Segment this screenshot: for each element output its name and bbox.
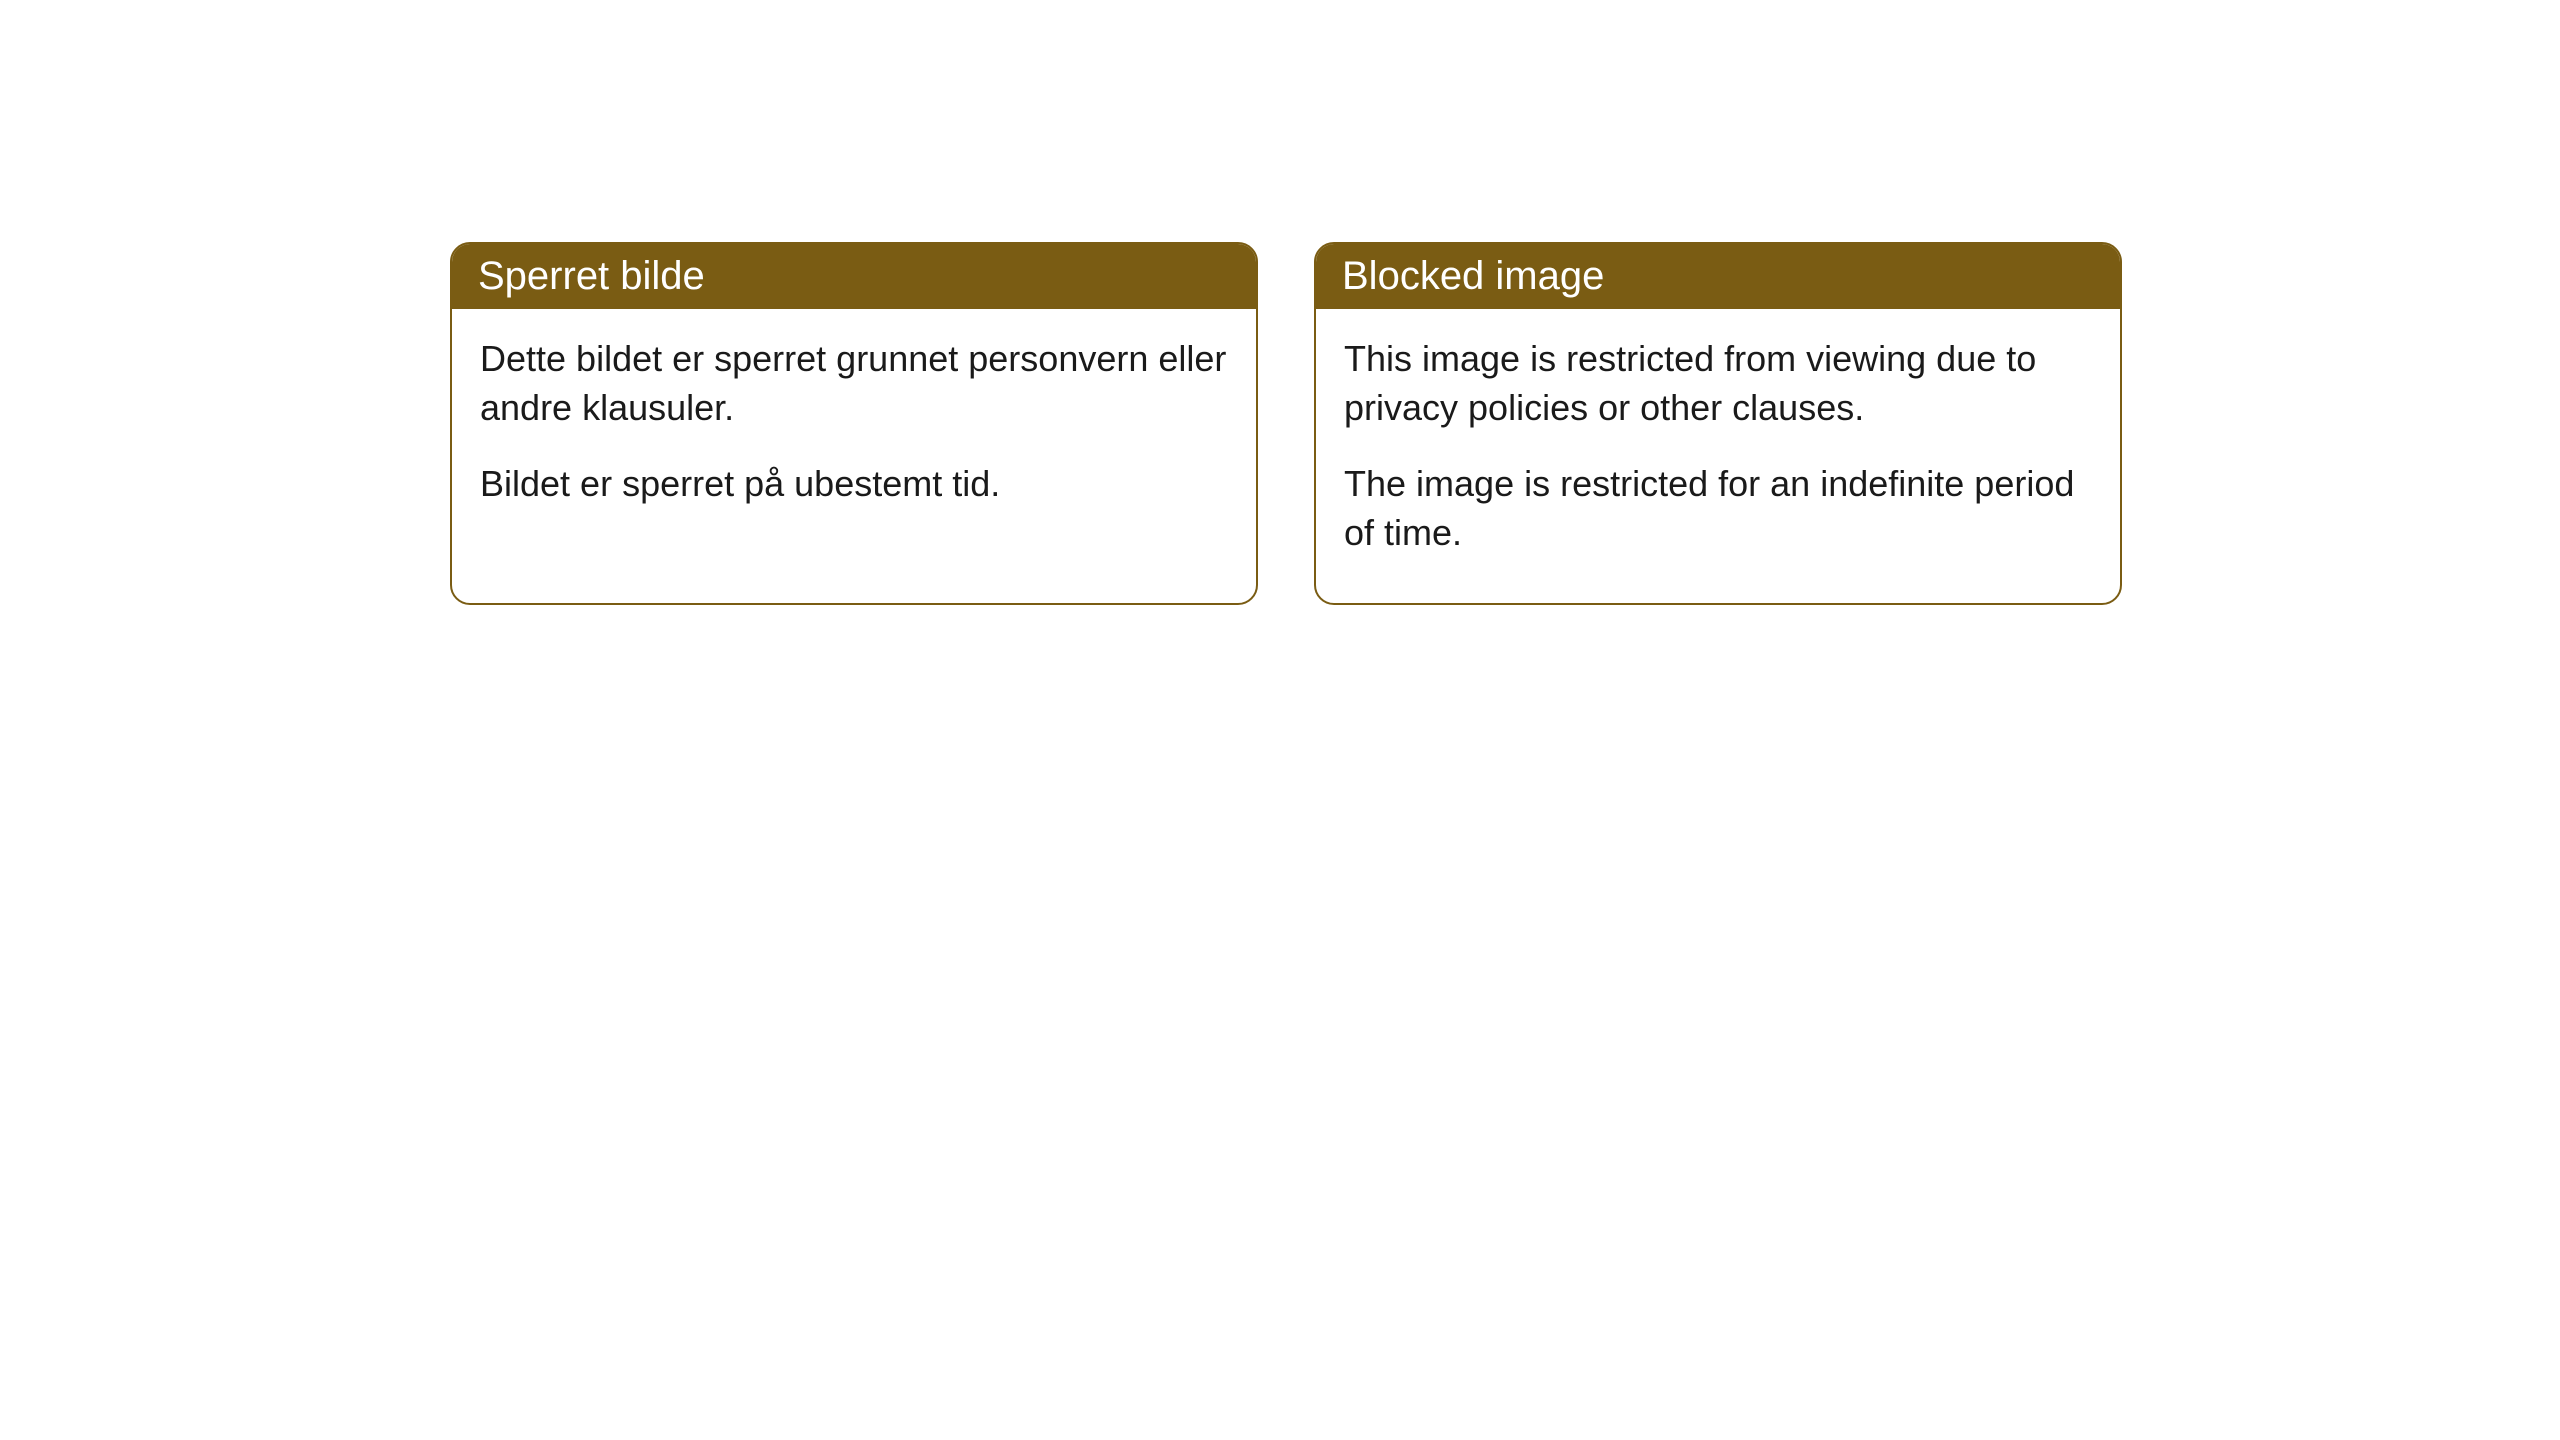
card-header: Blocked image: [1316, 244, 2120, 309]
notice-text-line2: Bildet er sperret på ubestemt tid.: [480, 460, 1228, 509]
card-header: Sperret bilde: [452, 244, 1256, 309]
card-body: This image is restricted from viewing du…: [1316, 309, 2120, 603]
card-title: Sperret bilde: [478, 254, 705, 298]
notice-text-line1: Dette bildet er sperret grunnet personve…: [480, 335, 1228, 432]
notice-card-norwegian: Sperret bilde Dette bildet er sperret gr…: [450, 242, 1258, 605]
card-title: Blocked image: [1342, 254, 1604, 298]
notice-card-english: Blocked image This image is restricted f…: [1314, 242, 2122, 605]
card-body: Dette bildet er sperret grunnet personve…: [452, 309, 1256, 555]
notice-text-line2: The image is restricted for an indefinit…: [1344, 460, 2092, 557]
notice-text-line1: This image is restricted from viewing du…: [1344, 335, 2092, 432]
notice-container: Sperret bilde Dette bildet er sperret gr…: [0, 0, 2560, 605]
